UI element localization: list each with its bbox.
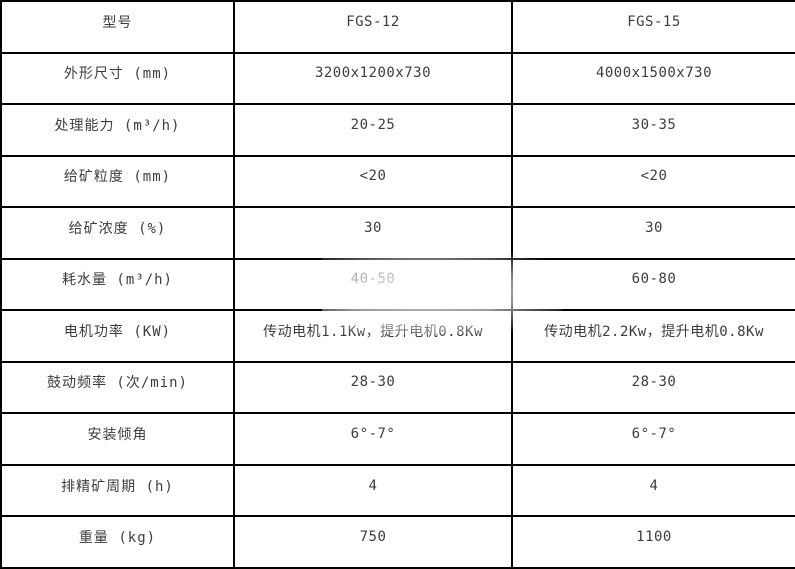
- fgs12-value: 20-25: [233, 103, 513, 157]
- spec-label: 鼓动频率 (次/min): [0, 360, 235, 415]
- fgs12-value: 传动电机1.1Kw，提升电机0.8Kw: [233, 309, 513, 363]
- fgs15-value: 1100: [511, 515, 795, 569]
- fgs15-value: 60-80: [511, 257, 795, 312]
- spec-label: 重量 (kg): [0, 515, 235, 569]
- fgs15-value: 30-35: [511, 103, 795, 157]
- spec-label: 给矿粒度 (mm): [0, 154, 235, 209]
- fgs12-value: 30: [233, 206, 513, 260]
- fgs15-value: 30: [511, 206, 795, 260]
- row-model: 型号 FGS-12 FGS-15: [0, 0, 795, 54]
- row-installation-angle: 安装倾角 6°-7° 6°-7°: [0, 412, 795, 466]
- row-capacity: 处理能力 (m³/h) 20-25 30-35: [0, 103, 795, 157]
- model-header-label: 型号: [0, 0, 235, 54]
- row-pulsation-frequency: 鼓动频率 (次/min) 28-30 28-30: [0, 360, 795, 415]
- model-fgs15-header: FGS-15: [511, 0, 795, 54]
- spec-label: 排精矿周期 (h): [0, 463, 235, 518]
- row-water-consumption: 耗水量 (m³/h) 40-50 60-80: [0, 257, 795, 312]
- fgs15-value: 4: [511, 463, 795, 518]
- spec-label: 安装倾角: [0, 412, 235, 466]
- fgs12-value: 28-30: [233, 360, 513, 415]
- fgs15-value: 传动电机2.2Kw，提升电机0.8Kw: [511, 309, 795, 363]
- spec-label: 电机功率 (KW): [0, 309, 235, 363]
- fgs15-value: 28-30: [511, 360, 795, 415]
- row-feed-size: 给矿粒度 (mm) <20 <20: [0, 154, 795, 209]
- fgs12-value: 3200x1200x730: [233, 51, 513, 106]
- fgs15-value: <20: [511, 154, 795, 209]
- spec-label: 外形尺寸 (mm): [0, 51, 235, 106]
- fgs15-value: 4000x1500x730: [511, 51, 795, 106]
- row-motor-power: 电机功率 (KW) 传动电机1.1Kw，提升电机0.8Kw 传动电机2.2Kw，…: [0, 309, 795, 363]
- fgs12-value: 40-50: [233, 257, 513, 312]
- row-weight: 重量 (kg) 750 1100: [0, 515, 795, 569]
- model-fgs12-header: FGS-12: [233, 0, 513, 54]
- spec-label: 给矿浓度 (%): [0, 206, 235, 260]
- fgs12-value: 6°-7°: [233, 412, 513, 466]
- spec-label: 耗水量 (m³/h): [0, 257, 235, 312]
- row-discharge-cycle: 排精矿周期 (h) 4 4: [0, 463, 795, 518]
- fgs12-value: 4: [233, 463, 513, 518]
- spec-label: 处理能力 (m³/h): [0, 103, 235, 157]
- fgs12-value: <20: [233, 154, 513, 209]
- fgs12-value: 750: [233, 515, 513, 569]
- row-dimensions: 外形尺寸 (mm) 3200x1200x730 4000x1500x730: [0, 51, 795, 106]
- fgs15-value: 6°-7°: [511, 412, 795, 466]
- row-feed-concentration: 给矿浓度 (%) 30 30: [0, 206, 795, 260]
